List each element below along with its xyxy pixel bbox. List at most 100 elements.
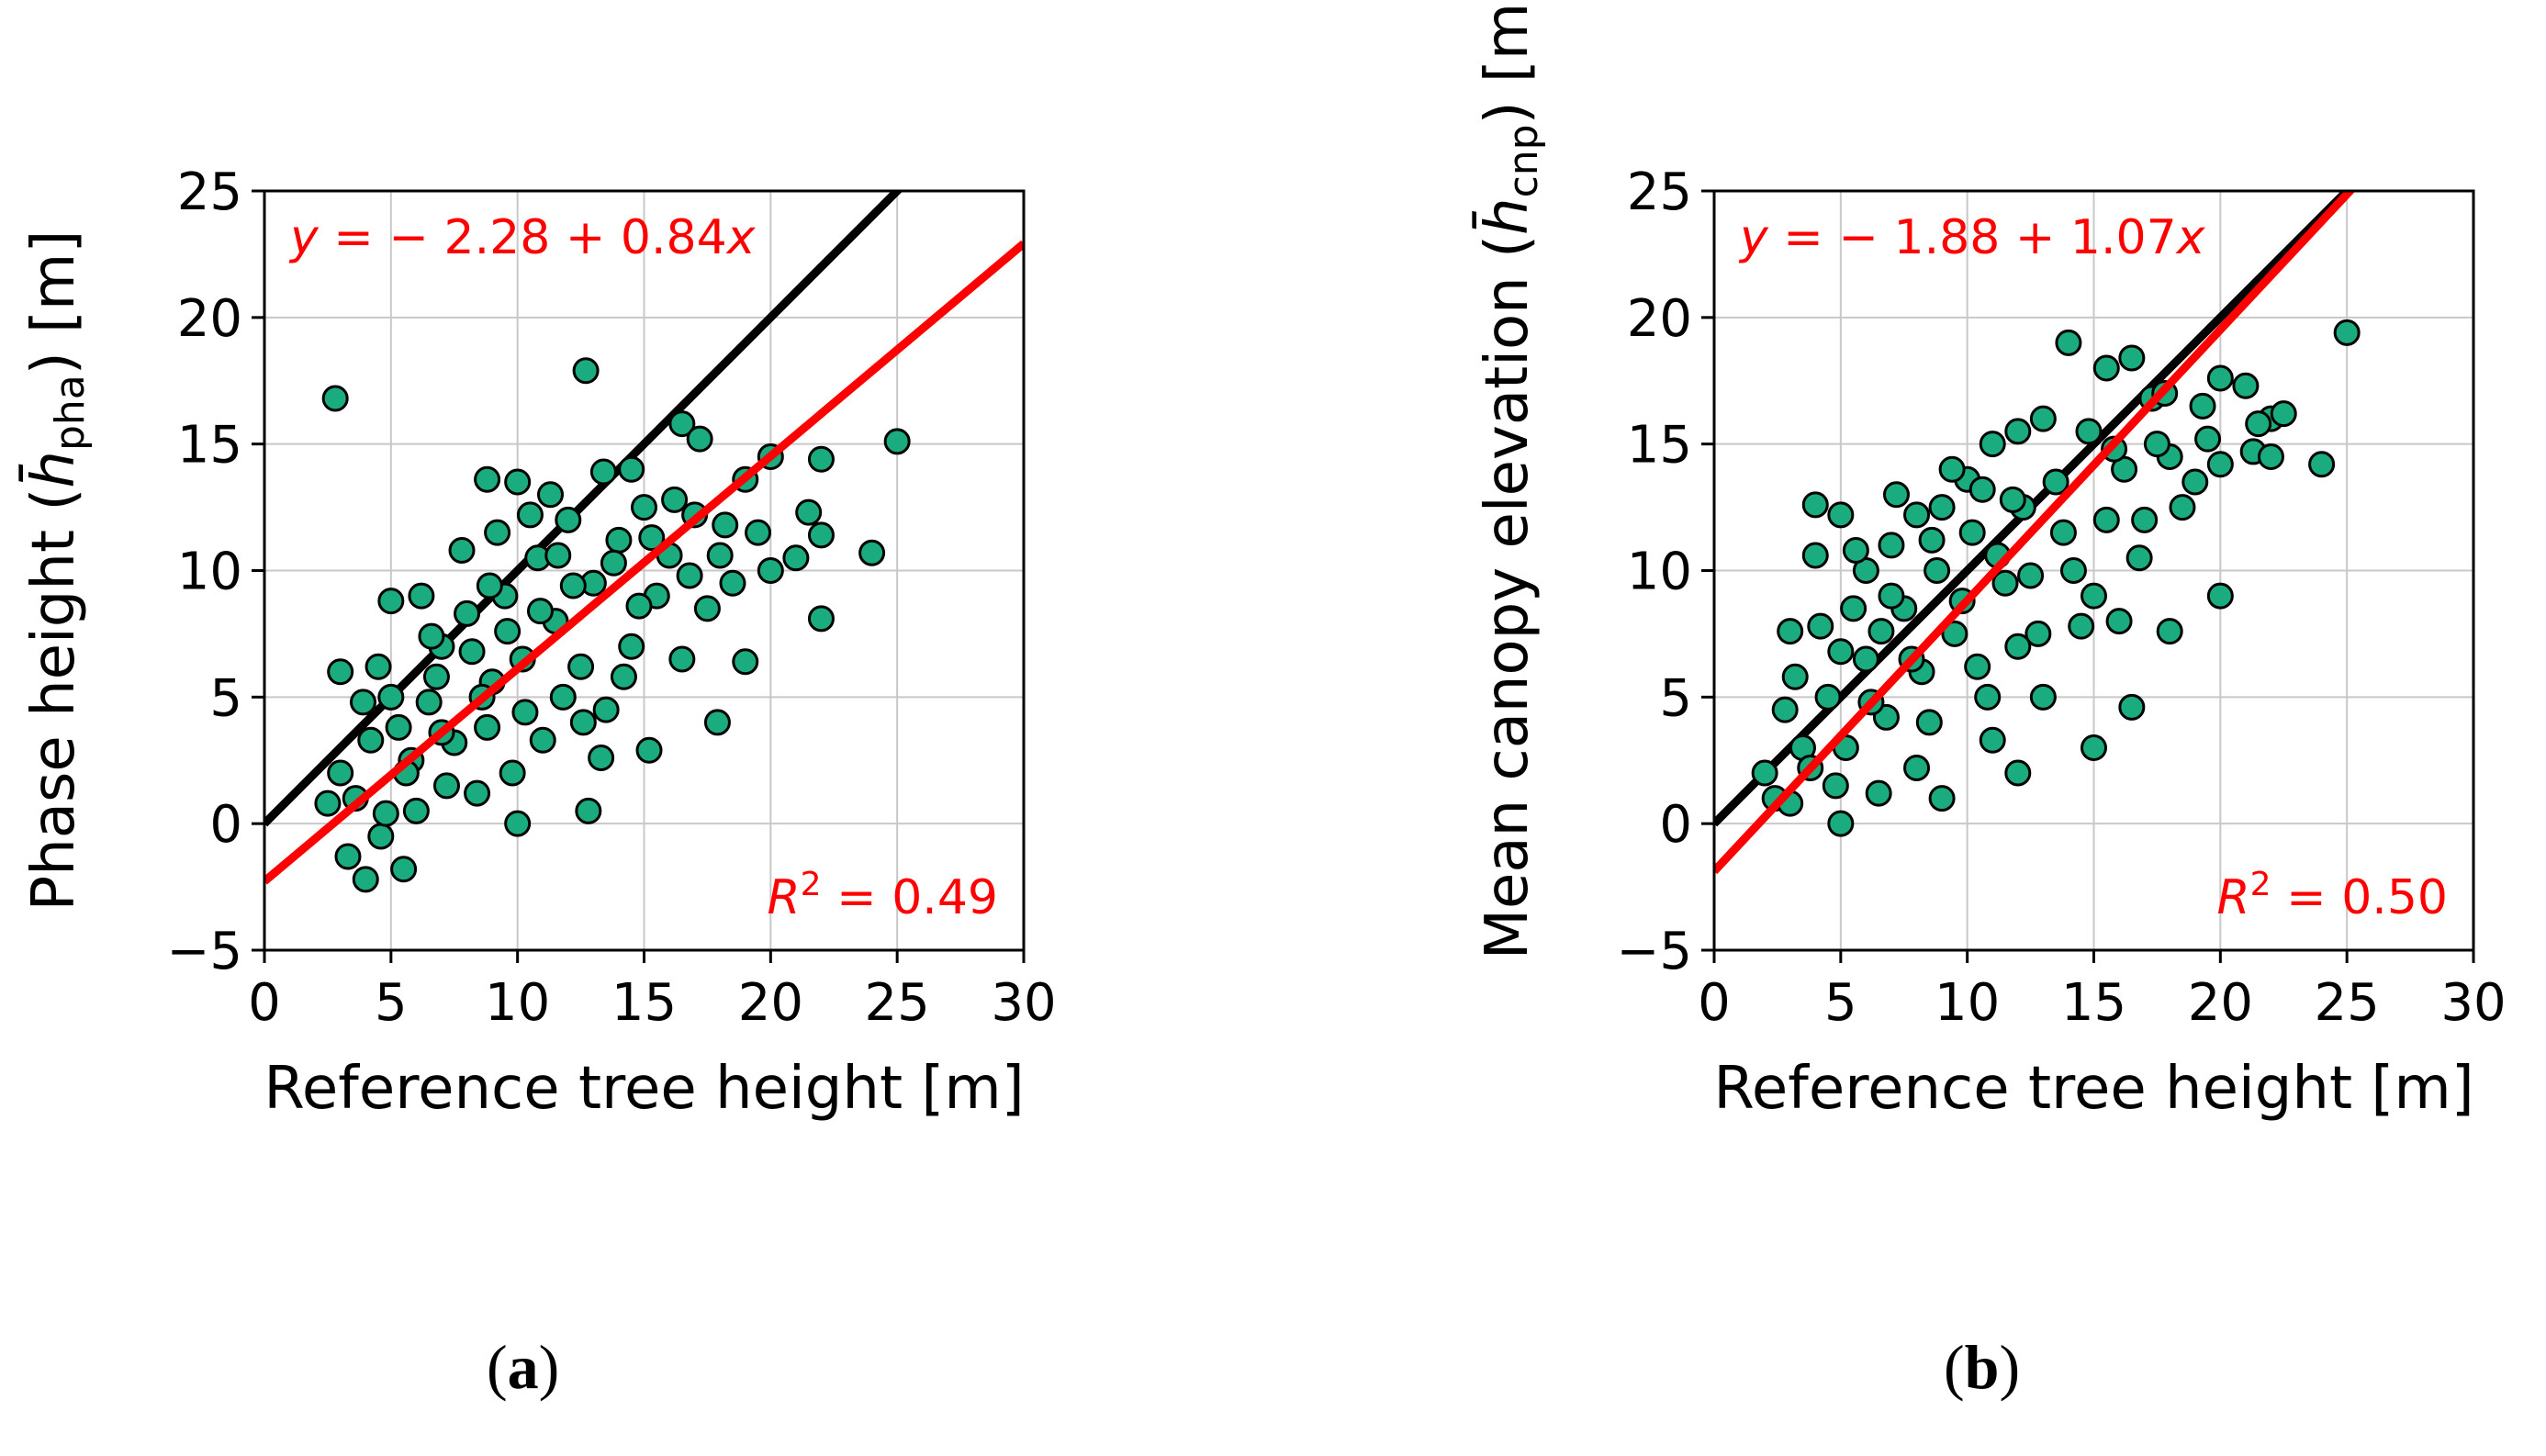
chart-b-point-84 <box>2004 633 2032 660</box>
chart-a-point-6 <box>703 709 731 736</box>
chart-a-point-62 <box>549 683 577 711</box>
chart-a-ytick-label-4: 15 <box>177 416 242 476</box>
chart-b-point-29 <box>1979 431 2006 458</box>
chart-a-point-16 <box>474 465 501 493</box>
chart-b-point-56 <box>2143 431 2170 458</box>
chart-b-ytick-label-6: 25 <box>1627 162 1692 222</box>
chart-a-xtick-label-2: 10 <box>485 973 550 1033</box>
chart-b-point-63 <box>1822 772 1849 800</box>
chart-a-point-25 <box>795 498 823 526</box>
caption-b: (b) <box>1944 1331 2020 1404</box>
chart-b-xlabel: Reference tree height [m] <box>1713 1055 2473 1123</box>
chart-b-point-37 <box>1814 683 1842 711</box>
chart-b-point-11 <box>1801 542 1829 569</box>
chart-b-point-60 <box>1979 726 2006 754</box>
caption-b-letter: b <box>1964 1332 2000 1402</box>
chart-b-point-55 <box>2125 544 2153 572</box>
chart-a-point-26 <box>807 521 835 549</box>
chart-a-ytick-label-6: 25 <box>177 162 242 222</box>
chart-b-xtick-label-6: 30 <box>2440 973 2506 1033</box>
chart-b-point-58 <box>2181 468 2209 496</box>
chart-a-xtick-label-3: 15 <box>611 973 677 1033</box>
chart-b-ytick-label-3: 10 <box>1627 543 1692 602</box>
chart-b-point-2 <box>2055 329 2082 356</box>
chart-a-point-8 <box>575 797 602 824</box>
chart-b-point-51 <box>2059 557 2087 584</box>
chart-a-point-7 <box>635 736 663 764</box>
chart-b-ylabel-symbol: h̄ <box>1472 197 1542 235</box>
chart-a-point-27 <box>782 544 810 572</box>
chart-b-xtick-label-4: 20 <box>2188 973 2253 1033</box>
chart-a-equation: y = − 2.28 + 0.84x <box>288 210 757 265</box>
chart-b-point-32 <box>1903 501 1931 529</box>
chart-a-point-71 <box>385 713 412 741</box>
chart-a-xtick-label-6: 30 <box>991 973 1056 1033</box>
chart-a-point-95 <box>314 790 342 817</box>
chart-b-xtick-label-5: 25 <box>2315 973 2380 1033</box>
chart-b-point-27 <box>2029 405 2057 432</box>
chart-a-point-69 <box>537 481 565 509</box>
chart-a-point-45 <box>555 506 582 533</box>
caption-b-close: ) <box>1999 1332 2021 1402</box>
chart-a-point-17 <box>504 468 532 496</box>
chart-b-point-65 <box>1771 696 1799 723</box>
chart-a-point-50 <box>618 633 645 660</box>
chart-a-ylabel-symbol: h̄ <box>18 451 88 488</box>
chart-a-xtick-label-0: 0 <box>248 973 281 1033</box>
chart-b-xtick-label-2: 10 <box>1935 973 2000 1033</box>
chart-a-point-32 <box>377 683 405 711</box>
chart-b-point-81 <box>1827 638 1855 666</box>
chart-a-point-10 <box>390 856 418 883</box>
chart-a-ytick-label-2: 5 <box>209 668 242 728</box>
caption-b-open: ( <box>1944 1332 1965 1402</box>
chart-a-point-78 <box>638 524 666 552</box>
chart-b-point-6 <box>2156 618 2183 645</box>
chart-b-point-57 <box>2169 494 2196 521</box>
chart-a-point-66 <box>448 536 476 564</box>
chart-b-point-77 <box>2017 562 2045 589</box>
chart-b-point-47 <box>1991 569 2019 597</box>
chart-b-point-8 <box>1928 785 1956 812</box>
chart-a-point-74 <box>494 618 522 645</box>
chart-a-plot-area <box>264 191 1024 893</box>
chart-a-point-43 <box>529 726 556 754</box>
chart-b-point-59 <box>2029 683 2057 711</box>
chart-b-plot-area <box>1714 191 2361 875</box>
chart-a-point-81 <box>569 709 597 736</box>
chart-a-point-56 <box>693 595 721 622</box>
chart-a-point-49 <box>605 526 633 554</box>
chart-a-point-34 <box>415 689 443 716</box>
chart-a-point-2 <box>883 428 911 455</box>
chart-b-point-62 <box>1865 779 1892 807</box>
chart-a-point-4 <box>807 605 835 633</box>
chart-a-xtick-label-4: 20 <box>738 973 803 1033</box>
chart-b-point-92 <box>1878 582 1905 610</box>
chart-a-r2: R2 = 0.49 <box>768 866 998 926</box>
chart-b-point-83 <box>1964 653 1991 680</box>
chart-b-point-44 <box>1941 620 1968 647</box>
chart-b-point-43 <box>1924 557 1951 584</box>
chart-a-point-79 <box>676 562 703 589</box>
chart-b-point-5 <box>2206 582 2234 610</box>
chart-b-point-70 <box>1938 455 1966 483</box>
chart-b-point-10 <box>1777 618 1804 645</box>
chart-a-point-46 <box>567 653 595 680</box>
chart-a-point-57 <box>719 569 746 597</box>
chart-b-equation: y = − 1.88 + 1.07x <box>1738 210 2206 265</box>
chart-a-point-73 <box>458 638 486 666</box>
chart-b-point-49 <box>2024 620 2052 647</box>
chart-b-point-35 <box>1840 595 1867 622</box>
chart-b-ytick-label-4: 15 <box>1627 416 1692 476</box>
chart-b-xtick-label-1: 5 <box>1824 973 1857 1033</box>
chart-a-point-11 <box>352 866 379 893</box>
chart-b-ylabel-prefix: Mean canopy elevation ( <box>1474 235 1542 959</box>
chart-a-ytick-label-3: 10 <box>177 543 242 602</box>
chart-b-point-0 <box>2333 319 2361 346</box>
chart-a-point-37 <box>454 599 481 627</box>
chart-a-point-64 <box>365 653 392 680</box>
chart-a-r2-sup: 2 <box>801 866 822 903</box>
chart-a-point-91 <box>625 592 653 620</box>
chart-b-point-75 <box>2105 608 2133 635</box>
chart-b-point-72 <box>1999 486 2026 513</box>
